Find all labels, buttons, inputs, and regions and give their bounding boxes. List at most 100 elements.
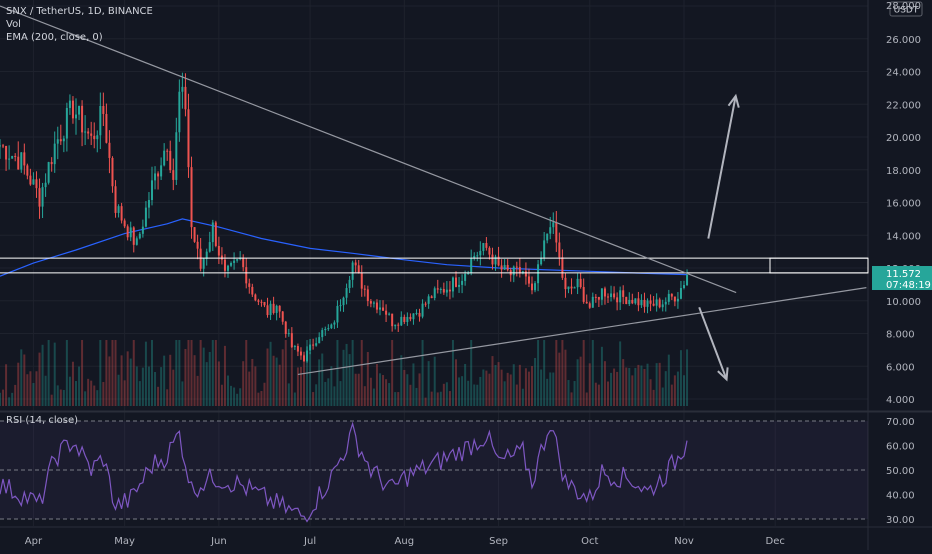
candle-body <box>652 303 655 306</box>
candle-body <box>670 293 673 297</box>
volume-bar <box>202 347 205 406</box>
volume-bar <box>570 392 573 406</box>
volume-bar <box>451 340 454 406</box>
volume-bar <box>500 369 503 406</box>
candle-body <box>99 105 102 136</box>
currency-badge-label: USDT <box>894 6 919 16</box>
volume-bar <box>144 341 147 406</box>
volume-bar <box>670 384 673 406</box>
candle-body <box>561 257 564 278</box>
rsi-axis-label: 70.00 <box>886 417 915 428</box>
volume-bar <box>254 366 257 406</box>
volume-bar <box>2 389 5 406</box>
volume-bar <box>379 373 381 406</box>
time-axis-label: Nov <box>674 536 694 547</box>
volume-bar <box>236 393 239 406</box>
volume-bar <box>433 356 436 406</box>
candle-body <box>227 265 229 271</box>
descending-trendline <box>0 5 737 294</box>
candle-body <box>321 330 324 338</box>
volume-bar <box>388 383 391 406</box>
volume-bar <box>318 359 321 406</box>
volume-bar <box>327 378 330 406</box>
volume-bar <box>111 340 114 406</box>
time-axis-label: Jun <box>210 536 227 547</box>
rsi-axis-label: 50.00 <box>886 466 915 477</box>
candle-body <box>29 175 32 185</box>
volume-bar <box>245 340 248 406</box>
candle-body <box>646 300 649 307</box>
candle-body <box>47 162 50 183</box>
volume-bar <box>214 340 217 406</box>
price-axis-label: 24.000 <box>886 68 921 79</box>
volume-bar <box>394 392 397 406</box>
candle-body <box>588 303 591 308</box>
volume-bar <box>430 391 433 406</box>
volume-bar <box>512 364 515 406</box>
candle-body <box>515 266 518 268</box>
volume-bar <box>485 370 488 406</box>
volume-bar <box>652 389 655 406</box>
volume-bar <box>169 354 172 406</box>
volume-bar <box>275 357 278 406</box>
volume-legend[interactable]: Vol <box>6 19 21 31</box>
volume-bar <box>455 359 457 406</box>
candle-body <box>205 251 208 259</box>
candle-body <box>184 86 187 110</box>
candle-body <box>339 305 342 307</box>
volume-bar <box>211 340 214 406</box>
price-axis-label: 20.000 <box>886 133 921 144</box>
candle-body <box>35 179 38 189</box>
candle-body <box>643 299 646 307</box>
candle-body <box>597 297 600 300</box>
volume-bar <box>369 377 372 406</box>
symbol-legend[interactable]: SNX / TetherUS, 1D, BINANCE <box>6 6 153 18</box>
candle-body <box>573 287 576 289</box>
candle-body <box>375 302 378 310</box>
candle-body <box>78 105 81 115</box>
candle-body <box>23 152 26 166</box>
candle-body <box>214 222 217 246</box>
volume-bar <box>181 381 184 406</box>
time-axis-label: Oct <box>581 536 598 547</box>
candle-body <box>564 277 567 290</box>
candle-body <box>379 307 381 310</box>
volume-bar <box>117 374 120 406</box>
candle-body <box>382 307 385 311</box>
candle-body <box>640 299 643 306</box>
volume-bar <box>482 369 485 406</box>
volume-bar <box>476 384 479 406</box>
volume-bar <box>676 371 679 406</box>
candle-body <box>625 296 628 305</box>
candle-body <box>679 288 682 299</box>
candle-body <box>354 262 357 266</box>
candle-body <box>62 138 65 142</box>
ema-legend[interactable]: EMA (200, close, 0) <box>6 32 103 44</box>
volume-bar <box>23 354 26 406</box>
candle-body <box>315 343 318 346</box>
candle-body <box>409 316 412 320</box>
candle-body <box>333 322 336 325</box>
volume-bar <box>242 361 245 406</box>
candle-body <box>485 243 488 248</box>
volume-bar <box>442 383 445 406</box>
candle-body <box>579 278 582 288</box>
volume-bar <box>424 397 427 406</box>
volume-bar <box>14 384 17 406</box>
volume-bar <box>534 357 537 406</box>
price-axis-label: 26.000 <box>886 35 921 46</box>
candle-body <box>619 290 622 303</box>
candle-body <box>686 275 689 286</box>
candle-body <box>388 313 391 315</box>
volume-bar <box>230 385 233 406</box>
rsi-legend[interactable]: RSI (14, close) <box>6 415 78 426</box>
volume-bar <box>406 374 409 406</box>
volume-bar <box>257 392 260 406</box>
candle-body <box>433 288 436 299</box>
candle-body <box>591 296 594 308</box>
candle-body <box>500 265 503 270</box>
candle-body <box>445 289 448 293</box>
volume-bar <box>65 340 68 406</box>
volume-bar <box>509 374 512 406</box>
